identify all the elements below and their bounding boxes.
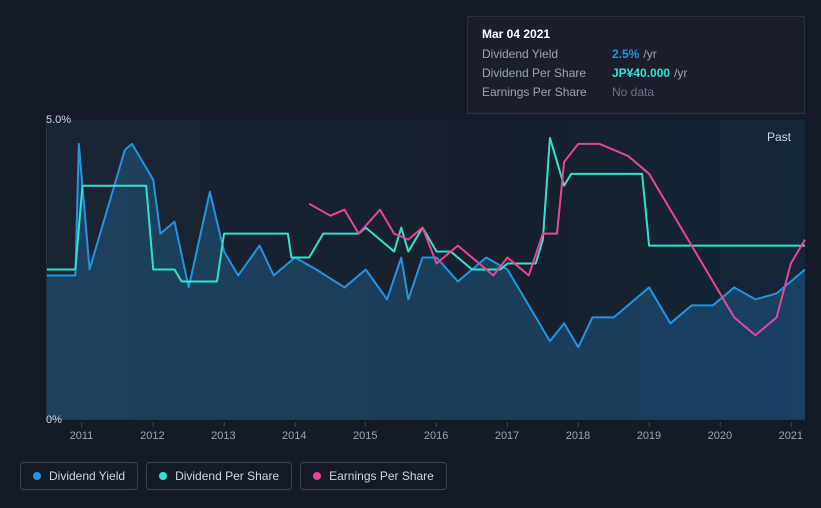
- x-axis-label: 2014: [282, 430, 306, 442]
- chart-svg: [47, 120, 805, 419]
- tooltip-row-nodata: No data: [612, 83, 654, 102]
- legend-label: Earnings Per Share: [329, 469, 434, 483]
- x-axis: 2011 2012 2013 2014 2015 2016 2017 2018 2019 2020…: [46, 426, 805, 446]
- tooltip-row-label: Dividend Yield: [482, 45, 612, 64]
- legend-label: Dividend Yield: [49, 469, 125, 483]
- x-axis-label: 2017: [495, 430, 519, 442]
- tooltip-date: Mar 04 2021: [482, 27, 790, 41]
- legend-label: Dividend Per Share: [175, 469, 279, 483]
- legend-dot-icon: [313, 472, 321, 480]
- x-axis-label: 2015: [353, 430, 377, 442]
- x-axis-label: 2011: [70, 430, 94, 442]
- x-axis-label: 2018: [566, 430, 590, 442]
- tooltip-row-unit: /yr: [643, 47, 656, 61]
- chart-tooltip: Mar 04 2021 Dividend Yield2.5%/yrDividen…: [467, 16, 805, 114]
- x-axis-label: 2019: [637, 430, 661, 442]
- legend-item[interactable]: Dividend Yield: [20, 462, 138, 490]
- legend-dot-icon: [159, 472, 167, 480]
- legend-item[interactable]: Earnings Per Share: [300, 462, 447, 490]
- legend-dot-icon: [33, 472, 41, 480]
- x-axis-label: 2013: [211, 430, 235, 442]
- tooltip-row-label: Earnings Per Share: [482, 83, 612, 102]
- tooltip-rows: Dividend Yield2.5%/yrDividend Per ShareJ…: [482, 45, 790, 103]
- series-fill: [47, 144, 805, 419]
- tooltip-row: Dividend Per ShareJP¥40.000/yr: [482, 64, 790, 83]
- tooltip-row-value: 2.5%/yr: [612, 45, 657, 64]
- x-axis-label: 2016: [424, 430, 448, 442]
- tooltip-row: Dividend Yield2.5%/yr: [482, 45, 790, 64]
- tooltip-row-unit: /yr: [674, 66, 687, 80]
- x-axis-label: 2021: [779, 430, 803, 442]
- tooltip-row: Earnings Per ShareNo data: [482, 83, 790, 102]
- chart-area: Past 5.0%0% 2011201220132014201520162017…: [20, 108, 805, 448]
- x-axis-label: 2020: [708, 430, 732, 442]
- x-axis-label: 2012: [140, 430, 164, 442]
- legend: Dividend Yield Dividend Per Share Earnings…: [20, 462, 447, 490]
- tooltip-row-value: JP¥40.000/yr: [612, 64, 687, 83]
- legend-item[interactable]: Dividend Per Share: [146, 462, 292, 490]
- chart-plot[interactable]: Past: [46, 120, 805, 420]
- tooltip-row-label: Dividend Per Share: [482, 64, 612, 83]
